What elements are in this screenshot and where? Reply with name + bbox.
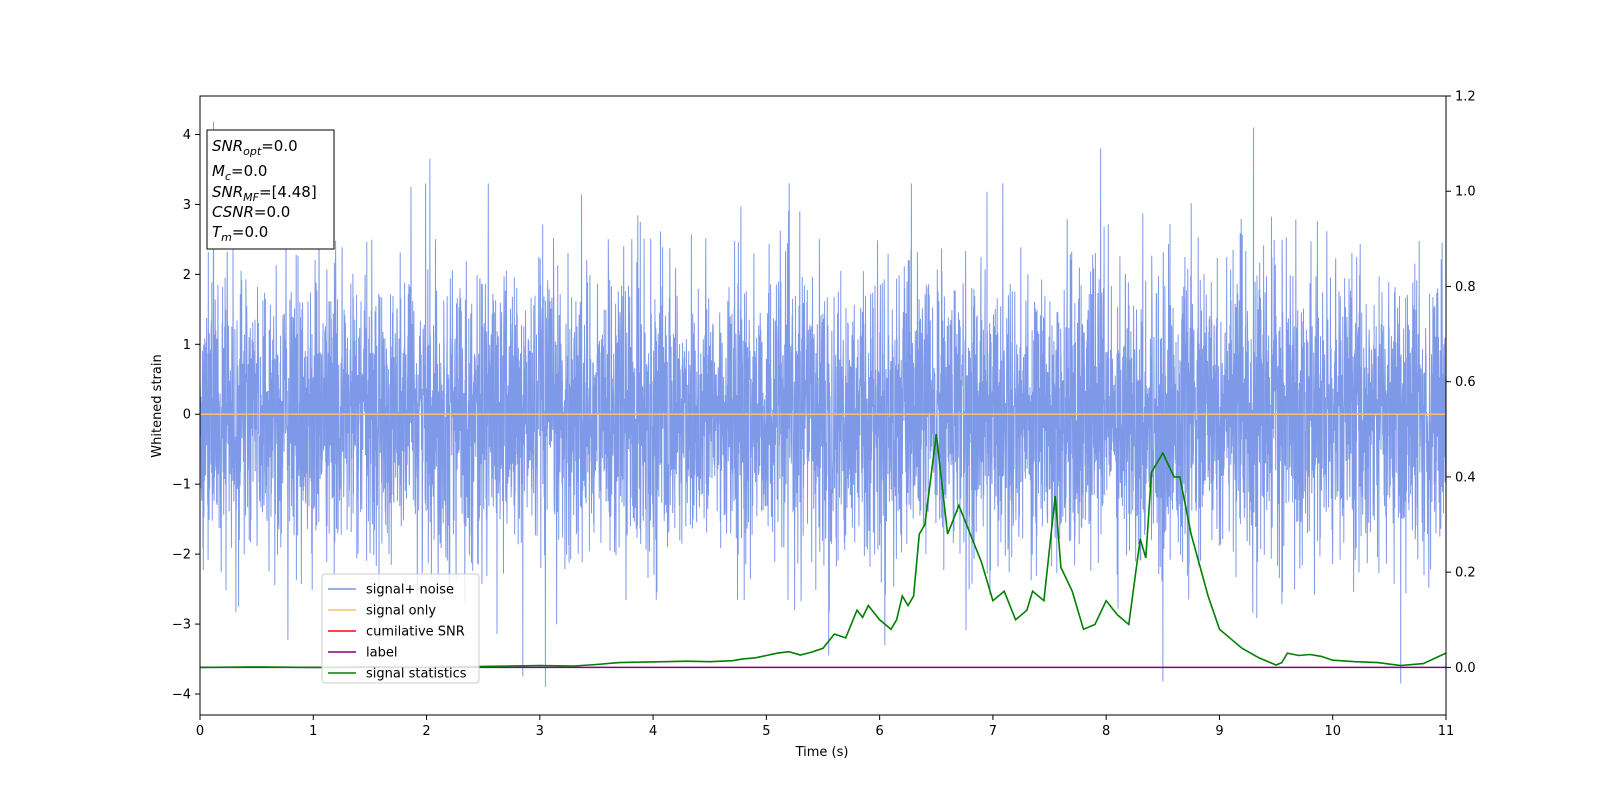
y-axis-ticks: 4 3 2 1 0 −1 −2 −3 −4 [172, 128, 200, 703]
y-tick-label: 2 [183, 268, 191, 283]
legend-frame [321, 573, 480, 684]
x-tick-label: 11 [1438, 724, 1455, 739]
y-tick-label: 0 [183, 408, 191, 423]
x-tick-label: 4 [649, 724, 657, 739]
legend: signal+ noise signal only cumilative SNR la… [321, 573, 480, 684]
x-tick-label: 1 [309, 724, 317, 739]
x-axis-ticks: 0 1 2 3 4 5 6 7 8 9 10 11 [196, 715, 1454, 739]
x-tick-label: 8 [1102, 724, 1110, 739]
x-tick-label: 2 [422, 724, 430, 739]
x-axis-title: Time (s) [795, 745, 849, 760]
y2-tick-label: 1.2 [1455, 90, 1476, 105]
signal-plus-noise-line [200, 121, 1446, 688]
plot-frame [199, 95, 1447, 716]
x-tick-label: 9 [1215, 724, 1223, 739]
y2-tick-label: 0.6 [1455, 375, 1476, 390]
y-tick-label: −2 [172, 548, 191, 563]
y2-axis-ticks: 1.2 1.0 0.8 0.6 0.4 0.2 0.0 [1446, 90, 1476, 676]
legend-label: signal statistics [366, 667, 467, 682]
y2-tick-label: 0.2 [1455, 566, 1476, 581]
y-tick-label: 1 [183, 338, 191, 353]
legend-label: label [366, 646, 397, 661]
y2-tick-label: 0.0 [1455, 661, 1476, 676]
info-line: Mc=0.0 [212, 162, 267, 183]
x-tick-label: 10 [1324, 724, 1341, 739]
signal-statistics-line [200, 433, 1446, 669]
y2-tick-label: 0.4 [1455, 470, 1476, 485]
y-tick-label: −1 [172, 478, 191, 493]
info-line: Tm=0.0 [212, 223, 268, 244]
y-tick-label: −4 [172, 688, 191, 703]
x-tick-label: 5 [762, 724, 770, 739]
x-tick-label: 0 [196, 724, 204, 739]
x-tick-label: 7 [989, 724, 997, 739]
legend-label: signal only [366, 604, 436, 619]
info-line: SNRMF=[4.48] [212, 183, 317, 204]
series-signal-statistics [200, 433, 1446, 669]
y2-tick-label: 1.0 [1455, 185, 1476, 200]
legend-entries: signal+ noise signal only cumilative SNR la… [328, 583, 467, 682]
series-signal-plus-noise [200, 121, 1446, 688]
info-line: SNRopt=0.0 [212, 137, 298, 158]
y-tick-label: 3 [183, 198, 191, 213]
y-tick-label: 4 [183, 128, 191, 143]
info-line: CSNR=0.0 [212, 203, 290, 221]
info-box-frame [206, 129, 335, 250]
legend-label: signal+ noise [366, 583, 454, 598]
x-tick-label: 3 [536, 724, 544, 739]
legend-label: cumilative SNR [366, 625, 465, 640]
x-tick-label: 6 [875, 724, 883, 739]
y-tick-label: −3 [172, 618, 191, 633]
y2-tick-label: 0.8 [1455, 280, 1476, 295]
y-axis-title: Whitened strain [150, 354, 165, 457]
